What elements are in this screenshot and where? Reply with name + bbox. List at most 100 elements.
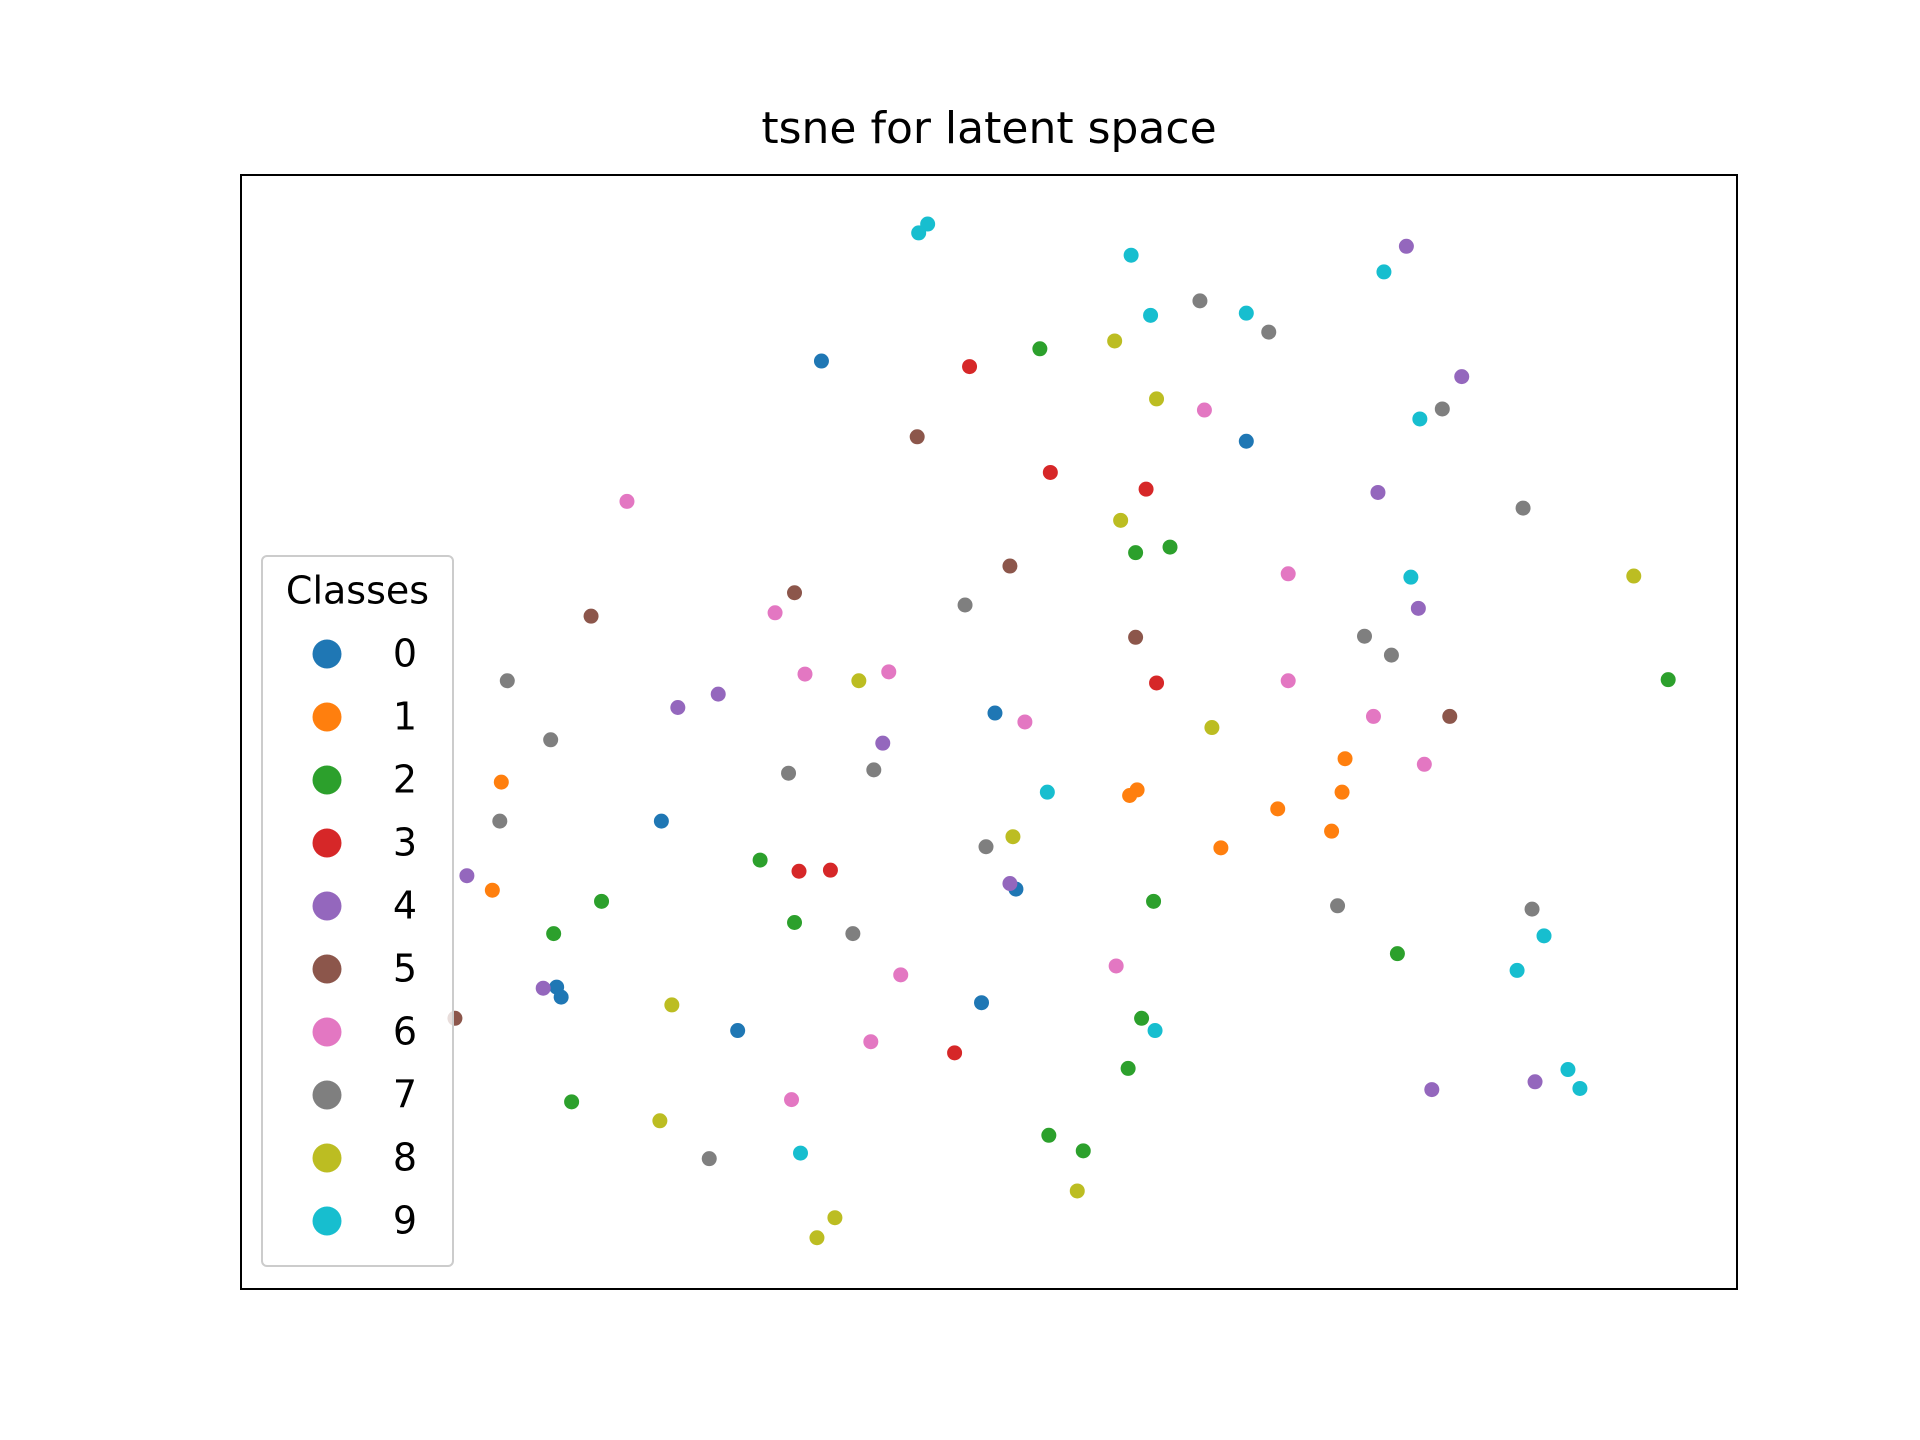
point	[664, 997, 680, 1013]
chart-title: tsne for latent space	[761, 103, 1216, 154]
plot-frame	[240, 174, 1738, 1290]
point	[1515, 500, 1531, 516]
point	[1138, 481, 1154, 497]
point	[535, 980, 551, 996]
point	[1398, 238, 1414, 254]
point	[553, 989, 569, 1005]
point	[791, 863, 807, 879]
point	[866, 762, 882, 778]
point	[1356, 628, 1372, 644]
point	[1149, 675, 1165, 691]
point	[809, 1230, 825, 1246]
point	[1123, 247, 1139, 263]
legend-marker	[312, 828, 342, 858]
point	[1122, 787, 1138, 803]
legend-marker	[312, 891, 342, 921]
point	[875, 735, 891, 751]
point	[1162, 539, 1178, 555]
legend-label: 7	[393, 1073, 417, 1117]
point	[781, 765, 797, 781]
point	[1113, 512, 1129, 528]
point	[1146, 893, 1162, 909]
point	[1660, 672, 1676, 688]
point	[583, 608, 599, 624]
legend-title: Classes	[286, 569, 429, 613]
point	[594, 893, 610, 909]
legend-label: 1	[393, 695, 417, 739]
point	[1416, 756, 1432, 772]
point	[1270, 801, 1286, 817]
legend-label: 4	[393, 884, 417, 928]
point	[1376, 264, 1392, 280]
point	[1337, 751, 1353, 767]
point	[1454, 369, 1470, 385]
point	[1442, 708, 1458, 724]
point	[1424, 1082, 1440, 1098]
point	[492, 813, 508, 829]
legend-label: 6	[393, 1010, 417, 1054]
legend-label: 0	[393, 632, 417, 676]
point	[1075, 1143, 1091, 1159]
point	[710, 686, 726, 702]
point	[670, 699, 686, 715]
point	[784, 1092, 800, 1108]
point	[730, 1023, 746, 1039]
point	[1128, 629, 1144, 645]
point	[653, 813, 669, 829]
point	[1041, 1127, 1057, 1143]
point	[813, 353, 829, 369]
point	[1434, 401, 1450, 417]
point	[1383, 647, 1399, 663]
point	[863, 1034, 879, 1050]
legend-marker	[312, 1080, 342, 1110]
point	[1149, 391, 1165, 407]
point	[1334, 784, 1350, 800]
point	[822, 862, 838, 878]
point	[851, 673, 867, 689]
point	[1039, 784, 1055, 800]
points	[447, 216, 1676, 1246]
point	[1560, 1062, 1576, 1078]
point	[1261, 324, 1277, 340]
point	[546, 926, 562, 942]
point	[1002, 876, 1018, 892]
point	[1143, 307, 1159, 323]
point	[1330, 898, 1346, 914]
legend-marker	[312, 954, 342, 984]
point	[1204, 720, 1220, 736]
point	[1403, 569, 1419, 585]
point	[1107, 333, 1123, 349]
legend-label: 3	[393, 821, 417, 865]
point	[493, 774, 509, 790]
point	[787, 585, 803, 601]
point	[619, 493, 635, 509]
legend-label: 2	[393, 758, 417, 802]
point	[1524, 901, 1540, 917]
legend-marker	[312, 1206, 342, 1236]
point	[652, 1113, 668, 1129]
legend-marker	[312, 765, 342, 795]
legend-marker	[312, 639, 342, 669]
point	[1365, 708, 1381, 724]
point	[978, 839, 994, 855]
point	[1536, 928, 1552, 944]
point	[1108, 958, 1124, 974]
point	[1280, 566, 1296, 582]
point	[1527, 1074, 1543, 1090]
point	[845, 926, 861, 942]
point	[1002, 558, 1018, 574]
point	[1147, 1023, 1163, 1039]
point	[1128, 545, 1144, 561]
point	[1410, 600, 1426, 616]
point	[752, 852, 768, 868]
legend-label: 9	[393, 1199, 417, 1243]
point	[564, 1094, 580, 1110]
point	[459, 868, 475, 884]
point	[1069, 1183, 1085, 1199]
point	[1324, 823, 1340, 839]
point	[1370, 484, 1386, 500]
point	[911, 225, 927, 241]
point	[701, 1151, 717, 1167]
